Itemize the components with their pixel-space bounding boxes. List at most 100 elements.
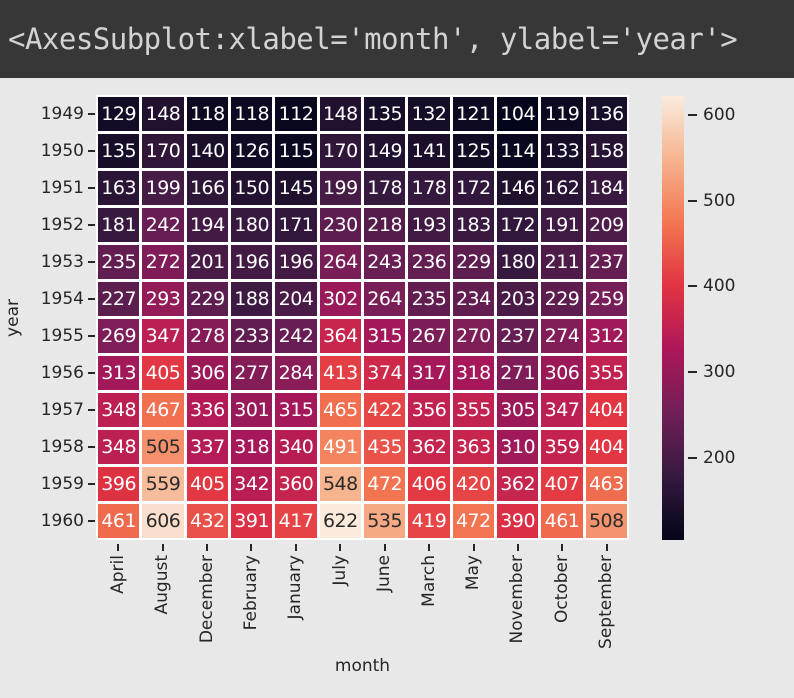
heatmap-cell: 235	[408, 282, 450, 316]
heatmap-cell: 132	[408, 97, 450, 131]
y-tick-mark	[88, 520, 95, 523]
x-tick-label: December	[196, 555, 217, 644]
colorbar-tick-mark	[688, 456, 697, 459]
heatmap-cell: 184	[585, 171, 627, 205]
heatmap-cell: 508	[585, 504, 627, 538]
heatmap-cell: 162	[541, 171, 583, 205]
y-tick: 1953	[0, 243, 96, 280]
y-tick: 1960	[0, 503, 96, 540]
x-tick-label: September	[596, 555, 617, 649]
heatmap-cell: 467	[142, 393, 184, 427]
heatmap-cell: 342	[230, 467, 273, 501]
heatmap-cell: 461	[98, 504, 140, 538]
heatmap-cell: 305	[496, 393, 539, 427]
y-tick-label: 1950	[40, 140, 84, 161]
y-tick: 1951	[0, 169, 96, 206]
y-tick: 1959	[0, 466, 96, 503]
heatmap-cell: 218	[363, 208, 406, 242]
heatmap-cell: 336	[186, 393, 228, 427]
heatmap-cell: 178	[408, 171, 450, 205]
heatmap-cell: 211	[541, 245, 583, 279]
heatmap-cell: 359	[541, 430, 583, 464]
y-tick-label: 1957	[40, 400, 84, 421]
heatmap-cell: 413	[319, 356, 361, 390]
x-tick-mark	[339, 544, 342, 551]
heatmap-cell: 622	[319, 504, 361, 538]
x-tick-label: February	[240, 555, 261, 631]
heatmap-cell: 391	[230, 504, 273, 538]
heatmap-cell: 135	[98, 134, 140, 168]
y-tick-label: 1955	[40, 326, 84, 347]
x-tick: March	[407, 544, 451, 656]
heatmap-cell: 347	[541, 393, 583, 427]
heatmap-cell: 196	[230, 245, 273, 279]
y-tick-mark	[88, 409, 95, 412]
heatmap-cell: 355	[452, 393, 494, 427]
y-tick-mark	[88, 112, 95, 115]
heatmap-cell: 129	[98, 97, 140, 131]
heatmap-cell: 163	[98, 171, 140, 205]
console-output-bar: <AxesSubplot:xlabel='month', ylabel='yea…	[0, 0, 794, 78]
heatmap-cell: 193	[408, 208, 450, 242]
heatmap-cell: 270	[452, 319, 494, 353]
heatmap-cell: 337	[186, 430, 228, 464]
x-tick-mark	[383, 544, 386, 551]
heatmap-cell: 172	[452, 171, 494, 205]
colorbar-tick-label: 600	[703, 104, 736, 125]
x-tick-label: May	[463, 555, 484, 591]
heatmap-cell: 181	[98, 208, 140, 242]
heatmap-cell: 271	[496, 356, 539, 390]
heatmap-cell: 306	[186, 356, 228, 390]
heatmap-cell: 125	[452, 134, 494, 168]
heatmap-cell: 417	[275, 504, 317, 538]
heatmap-cell: 180	[496, 245, 539, 279]
heatmap-cell: 196	[275, 245, 317, 279]
heatmap-cell: 313	[98, 356, 140, 390]
y-tick: 1956	[0, 355, 96, 392]
heatmap-cell: 505	[142, 430, 184, 464]
heatmap-cell: 606	[142, 504, 184, 538]
heatmap-cell: 201	[186, 245, 228, 279]
heatmap-cell: 318	[452, 356, 494, 390]
heatmap-cell: 356	[408, 393, 450, 427]
heatmap-cell: 234	[452, 282, 494, 316]
x-tick-mark	[117, 544, 120, 551]
heatmap-cell: 149	[363, 134, 406, 168]
heatmap-cell: 491	[319, 430, 361, 464]
heatmap-cell: 396	[98, 467, 140, 501]
heatmap-cell: 237	[496, 319, 539, 353]
heatmap-cell: 133	[541, 134, 583, 168]
heatmap-cell: 364	[319, 319, 361, 353]
heatmap-cell: 180	[230, 208, 273, 242]
y-tick: 1950	[0, 132, 96, 169]
heatmap-cell: 535	[363, 504, 406, 538]
heatmap-cell: 318	[230, 430, 273, 464]
heatmap-cell: 140	[186, 134, 228, 168]
heatmap-cell: 347	[142, 319, 184, 353]
heatmap-cell: 463	[585, 467, 627, 501]
heatmap-cell: 126	[230, 134, 273, 168]
y-tick: 1955	[0, 317, 96, 354]
heatmap-cell: 267	[408, 319, 450, 353]
heatmap-cell: 310	[496, 430, 539, 464]
y-tick: 1952	[0, 206, 96, 243]
y-tick-label: 1960	[40, 511, 84, 532]
heatmap-cell: 317	[408, 356, 450, 390]
heatmap-cell: 121	[452, 97, 494, 131]
x-tick-label: August	[152, 555, 173, 615]
heatmap-cell: 422	[363, 393, 406, 427]
x-tick-mark	[428, 544, 431, 551]
y-tick: 1954	[0, 280, 96, 317]
y-tick: 1957	[0, 392, 96, 429]
heatmap-cell: 312	[585, 319, 627, 353]
x-tick: April	[96, 544, 140, 656]
y-tick-label: 1954	[40, 288, 84, 309]
heatmap-cell: 419	[408, 504, 450, 538]
x-tick-mark	[561, 544, 564, 551]
heatmap-cell: 264	[363, 282, 406, 316]
heatmap-cell: 559	[142, 467, 184, 501]
heatmap: 129 148 118 118 112 148 135 132 121 104 119 136 135 1…	[96, 95, 629, 540]
heatmap-cell: 465	[319, 393, 361, 427]
x-tick-mark	[250, 544, 253, 551]
